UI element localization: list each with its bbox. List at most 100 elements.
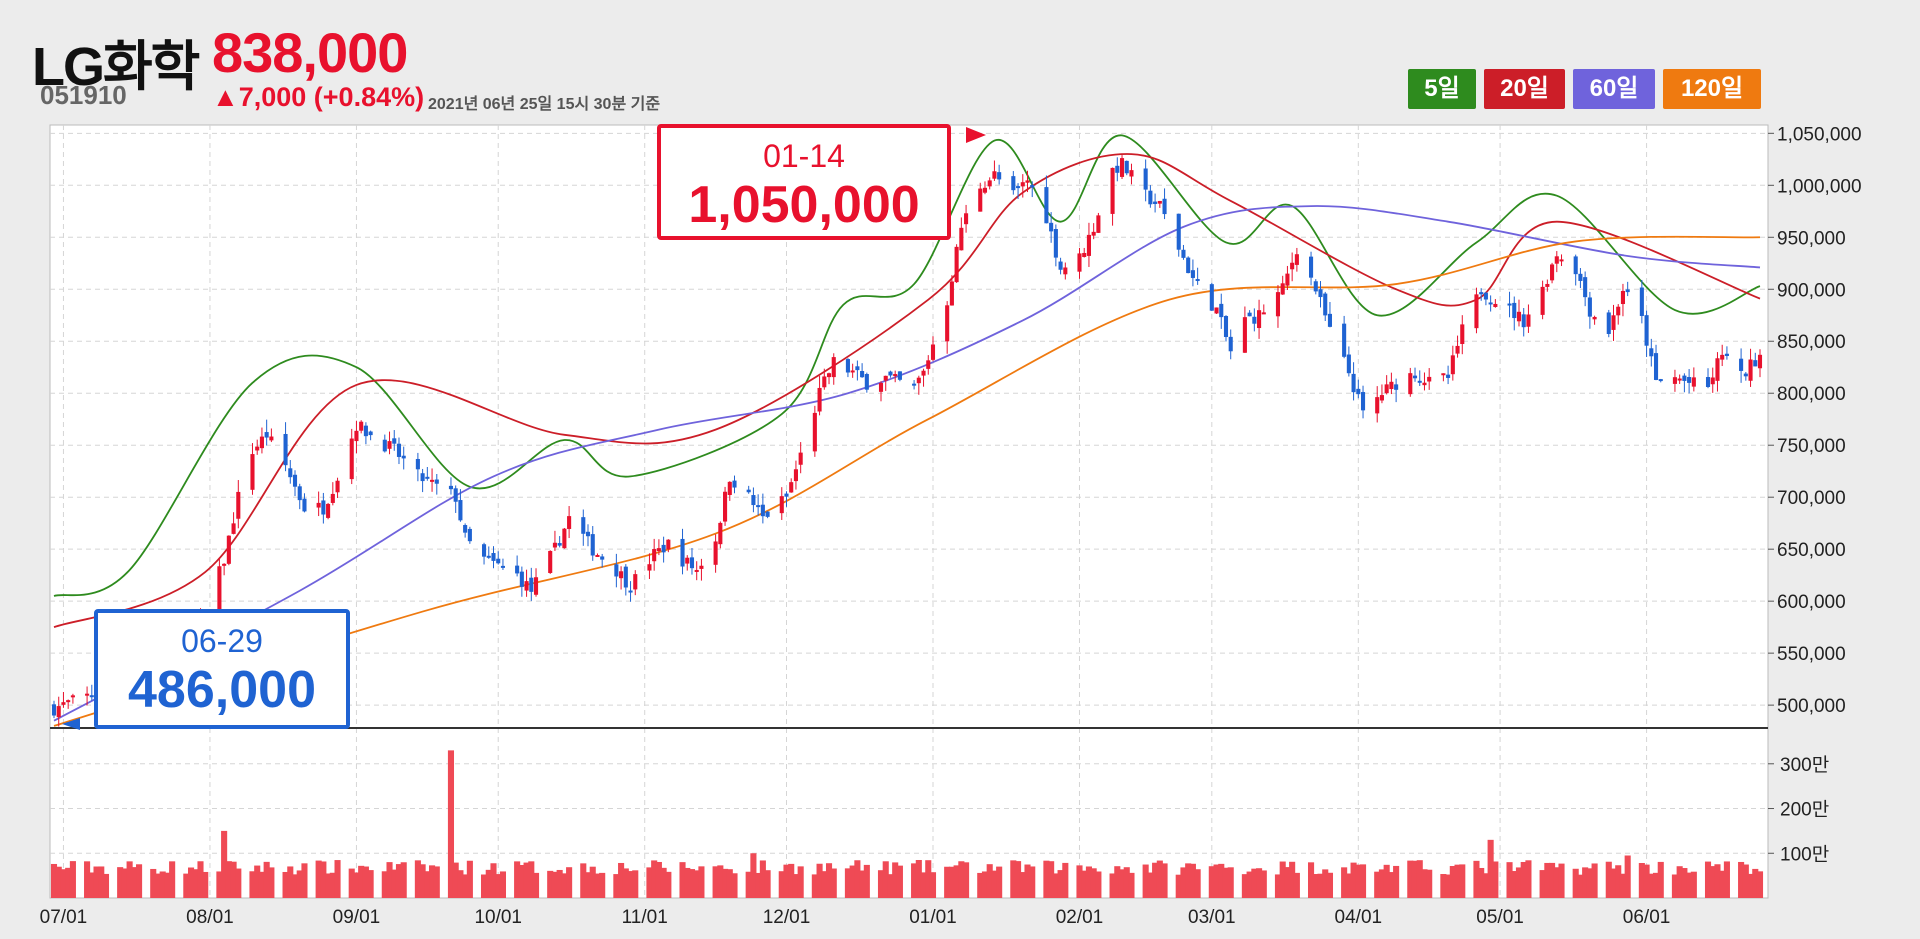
volume-bar [1539, 870, 1546, 898]
volume-bar [551, 871, 558, 898]
volume-bar [419, 864, 426, 898]
volume-bar [150, 868, 157, 898]
volume-bar [230, 861, 237, 898]
volume-bar [1374, 871, 1381, 898]
candle-body [524, 581, 529, 591]
volume-bar [523, 862, 530, 898]
candle-body [600, 556, 605, 560]
candle-body [756, 505, 761, 508]
volume-bar [221, 830, 228, 898]
volume-bar [792, 874, 799, 898]
timestamp: 2021년 06년 25일 15시 30분 기준 [428, 96, 661, 113]
volume-bar [1118, 869, 1126, 898]
ma-120-button[interactable]: 120일 [1663, 69, 1761, 109]
volume-bar [1605, 861, 1612, 898]
candle-body [70, 695, 75, 698]
candle-body [997, 172, 1002, 180]
candle-body [746, 489, 751, 493]
candle-body [557, 543, 562, 546]
volume-bar [1152, 862, 1159, 898]
volume-bar [1095, 871, 1102, 898]
candle-body [1110, 167, 1115, 214]
candle-body [467, 528, 472, 542]
volume-bar [131, 867, 138, 898]
volume-bar [1648, 873, 1655, 898]
candle-body [288, 468, 293, 478]
volume-bar [1454, 864, 1461, 898]
stock-code: 051910 [40, 80, 127, 110]
candle-body [1412, 375, 1418, 379]
candle-body [689, 557, 695, 569]
volume-bar [1208, 866, 1215, 898]
candle-body [321, 500, 326, 515]
candle-body [751, 495, 756, 506]
volume-bar [556, 869, 563, 898]
candle-body [595, 554, 600, 557]
candle-body [864, 374, 869, 390]
volume-bar [1624, 855, 1631, 898]
volume-bar [84, 861, 91, 898]
volume-bar [1359, 864, 1367, 898]
ma-5-button[interactable]: 5일 [1408, 69, 1476, 109]
candle-body [1148, 190, 1153, 205]
volume-bar [1615, 865, 1622, 898]
candle-body [387, 441, 392, 449]
date-tick-label: 06/01 [1623, 907, 1671, 928]
volume-bar [414, 860, 421, 898]
volume-bar [1156, 860, 1163, 898]
candle-body [269, 436, 274, 441]
volume-bar [698, 866, 705, 898]
volume-bar [98, 866, 105, 898]
candle-body [1705, 377, 1711, 387]
candle-body [1214, 307, 1219, 314]
volume-bar [1010, 860, 1017, 898]
candle-body [647, 564, 652, 571]
candle-body [1739, 358, 1744, 371]
candle-body [552, 542, 557, 548]
volume-bar [981, 871, 989, 898]
volume-bar [1043, 860, 1050, 898]
volume-bar [1610, 868, 1617, 898]
volume-bar [1411, 860, 1419, 898]
candle-body [1091, 231, 1096, 236]
volume-bar [225, 861, 232, 898]
volume-bar [1582, 867, 1589, 898]
candle-body [1493, 303, 1498, 307]
candle-body [656, 548, 661, 552]
candle-body [354, 430, 359, 442]
candle-body [430, 479, 435, 482]
volume-bar [561, 873, 568, 898]
candle-body [1143, 168, 1148, 190]
date-tick-label: 05/01 [1476, 907, 1524, 928]
candle-body [666, 539, 671, 550]
candle-body [633, 574, 638, 590]
volume-bar [1317, 873, 1324, 898]
volume-bar [627, 871, 634, 898]
candle-body [425, 476, 430, 479]
volume-bar [1719, 870, 1726, 898]
candle-body [878, 382, 884, 392]
volume-bar [1619, 873, 1627, 898]
candle-body [349, 438, 354, 480]
ma-20-button[interactable]: 20일 [1484, 69, 1565, 109]
candle-body [1460, 324, 1465, 344]
candle-body [1228, 336, 1233, 352]
volume-bar [88, 872, 95, 898]
volume-bar [1686, 872, 1693, 898]
volume-bar [1591, 863, 1598, 898]
candle-body [420, 473, 425, 482]
volume-bar [1449, 866, 1456, 898]
volume-bar [1416, 860, 1423, 898]
volume-bar [764, 870, 771, 898]
volume-bar [1180, 867, 1187, 898]
candle-body [1644, 315, 1649, 346]
candle-body [1587, 297, 1592, 317]
volume-bar [1048, 861, 1055, 898]
candle-body [614, 564, 619, 577]
volume-bar [1322, 869, 1329, 898]
candle-body [1285, 273, 1290, 286]
ma-60-button[interactable]: 60일 [1573, 69, 1655, 109]
volume-bar [1326, 872, 1334, 898]
price-tick-label: 950,000 [1777, 228, 1846, 249]
volume-bar [1308, 862, 1315, 898]
